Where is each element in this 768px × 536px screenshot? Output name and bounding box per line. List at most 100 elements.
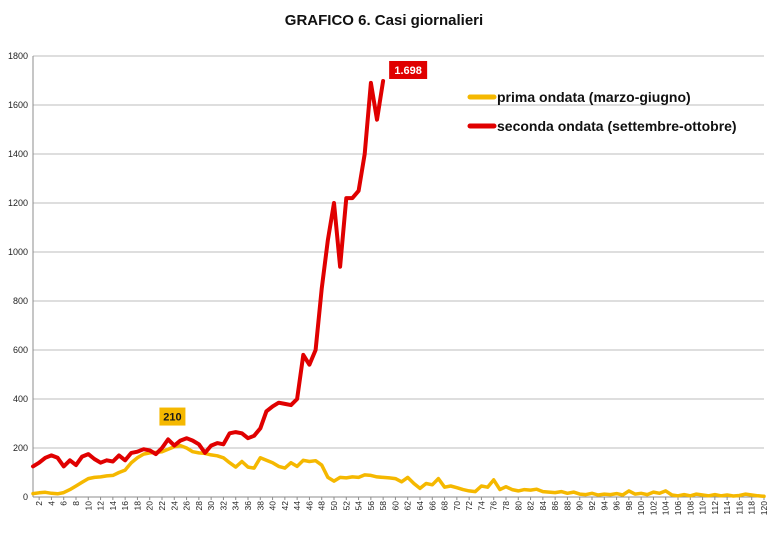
data-point bbox=[499, 488, 501, 491]
x-tick-label: 40 bbox=[268, 501, 278, 511]
data-point bbox=[394, 477, 397, 480]
x-tick-label: 38 bbox=[255, 501, 265, 511]
data-point bbox=[609, 493, 612, 496]
data-point bbox=[222, 443, 225, 446]
data-point bbox=[277, 465, 280, 468]
data-point bbox=[302, 354, 305, 356]
data-point bbox=[351, 197, 354, 199]
x-tick-label: 120 bbox=[759, 501, 768, 515]
data-point bbox=[118, 471, 120, 474]
x-tick-label: 60 bbox=[390, 501, 400, 511]
data-point bbox=[492, 479, 495, 481]
data-point bbox=[474, 490, 477, 493]
data-point bbox=[204, 452, 206, 454]
y-tick-label: 1800 bbox=[8, 51, 28, 61]
data-point bbox=[382, 476, 384, 479]
x-tick-label: 78 bbox=[501, 501, 511, 511]
data-point bbox=[406, 476, 409, 479]
y-tick-label: 200 bbox=[13, 443, 28, 453]
data-point bbox=[363, 474, 366, 476]
data-point bbox=[443, 486, 446, 489]
data-point bbox=[339, 476, 341, 479]
x-tick-label: 68 bbox=[440, 501, 450, 511]
x-tick-label: 112 bbox=[710, 501, 720, 515]
data-point bbox=[155, 453, 157, 455]
data-point bbox=[253, 434, 255, 437]
data-point bbox=[425, 482, 427, 485]
x-tick-label: 102 bbox=[648, 501, 658, 515]
data-point bbox=[290, 461, 292, 464]
x-tick-label: 4 bbox=[46, 501, 56, 506]
data-point bbox=[241, 460, 243, 463]
x-tick-label: 42 bbox=[280, 501, 290, 511]
data-point bbox=[265, 459, 268, 462]
data-point bbox=[56, 493, 59, 495]
data-point bbox=[167, 438, 169, 441]
data-point bbox=[357, 476, 360, 479]
x-tick-label: 50 bbox=[329, 501, 339, 511]
data-point bbox=[93, 476, 96, 479]
data-point bbox=[136, 450, 139, 453]
data-point bbox=[320, 287, 323, 290]
x-tick-label: 52 bbox=[341, 501, 351, 511]
x-tick-label: 20 bbox=[145, 501, 155, 511]
series-line-2 bbox=[31, 79, 386, 469]
data-point bbox=[259, 427, 262, 430]
data-point bbox=[56, 457, 59, 459]
legend: prima ondata (marzo-giugno) seconda ondat… bbox=[467, 89, 737, 134]
y-tick-label: 1200 bbox=[8, 198, 28, 208]
data-point bbox=[284, 403, 286, 405]
data-point bbox=[327, 476, 329, 479]
data-point bbox=[253, 467, 255, 469]
data-point bbox=[179, 444, 182, 447]
data-point bbox=[345, 197, 348, 199]
data-point bbox=[351, 476, 354, 478]
data-point bbox=[228, 432, 231, 435]
data-point bbox=[81, 481, 83, 484]
x-tick-label: 6 bbox=[59, 501, 69, 506]
data-point bbox=[572, 491, 575, 493]
data-point bbox=[757, 494, 759, 497]
x-tick-label: 22 bbox=[157, 501, 167, 511]
data-point bbox=[185, 447, 188, 449]
data-point bbox=[327, 238, 329, 241]
x-tick-label: 10 bbox=[83, 501, 93, 511]
x-tick-label: 26 bbox=[182, 501, 192, 511]
x-tick-label: 80 bbox=[513, 501, 523, 511]
x-tick-label: 8 bbox=[71, 501, 81, 506]
data-point bbox=[683, 493, 685, 496]
data-point bbox=[750, 494, 753, 496]
data-point bbox=[437, 477, 440, 480]
data-point bbox=[308, 363, 311, 366]
data-point bbox=[87, 453, 90, 455]
data-point bbox=[136, 457, 139, 459]
x-tick-label: 16 bbox=[120, 501, 130, 511]
data-point bbox=[738, 494, 741, 497]
data-point bbox=[148, 449, 151, 452]
data-point bbox=[707, 494, 710, 497]
data-point bbox=[732, 495, 735, 497]
x-tick-label: 84 bbox=[538, 501, 548, 511]
data-point bbox=[615, 492, 618, 495]
x-tick-label: 106 bbox=[673, 501, 683, 515]
data-point bbox=[480, 485, 483, 487]
data-point bbox=[32, 492, 34, 495]
data-point bbox=[50, 454, 53, 457]
data-point bbox=[517, 490, 520, 492]
x-tick-label: 110 bbox=[698, 501, 708, 515]
data-point bbox=[658, 492, 661, 495]
y-tick-label: 600 bbox=[13, 345, 28, 355]
data-point bbox=[456, 486, 458, 489]
data-point bbox=[296, 398, 298, 400]
data-point bbox=[44, 457, 47, 459]
data-point bbox=[671, 494, 673, 496]
x-tick-label: 82 bbox=[526, 501, 536, 511]
x-tick-label: 104 bbox=[661, 501, 671, 515]
data-point bbox=[431, 483, 434, 486]
data-point bbox=[548, 491, 550, 493]
data-point bbox=[112, 474, 114, 477]
x-tick-label: 92 bbox=[587, 501, 597, 511]
data-point bbox=[345, 477, 348, 479]
callout-box bbox=[159, 407, 186, 426]
